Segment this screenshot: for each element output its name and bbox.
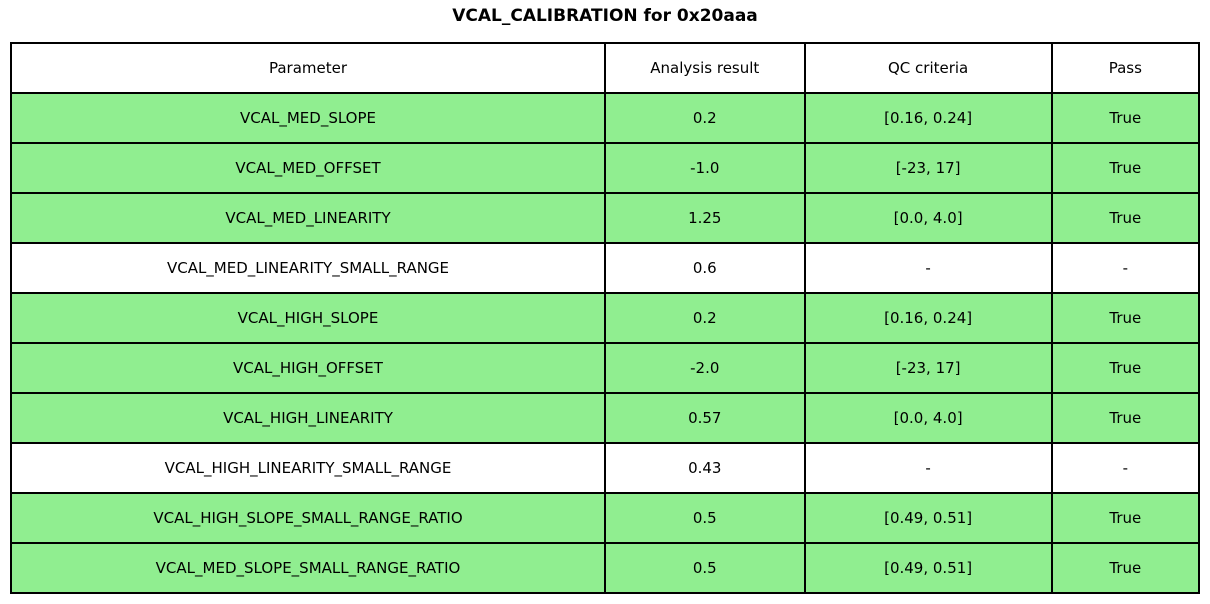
param-cell: VCAL_HIGH_SLOPE_SMALL_RANGE_RATIO: [10, 492, 606, 544]
param-cell: VCAL_HIGH_LINEARITY_SMALL_RANGE: [10, 442, 606, 494]
result-cell: -2.0: [604, 342, 806, 394]
pass-cell: True: [1050, 292, 1201, 344]
pass-cell: True: [1050, 342, 1201, 394]
result-cell: 0.6: [604, 242, 806, 294]
qc-cell: [0.16, 0.24]: [803, 92, 1053, 144]
table-row: VCAL_HIGH_OFFSET -2.0 [-23, 17] True: [10, 342, 1201, 394]
pass-cell: -: [1050, 442, 1201, 494]
result-cell: 0.43: [604, 442, 806, 494]
param-cell: VCAL_MED_LINEARITY_SMALL_RANGE: [10, 242, 606, 294]
qc-results-table: Parameter Analysis result QC criteria Pa…: [10, 42, 1201, 594]
table-row: VCAL_MED_LINEARITY 1.25 [0.0, 4.0] True: [10, 192, 1201, 244]
param-cell: VCAL_HIGH_SLOPE: [10, 292, 606, 344]
column-header-qc-criteria: QC criteria: [803, 42, 1053, 94]
table-body: VCAL_MED_SLOPE 0.2 [0.16, 0.24] True VCAL_ME…: [10, 92, 1201, 594]
qc-cell: [0.49, 0.51]: [803, 542, 1053, 594]
result-cell: 0.5: [604, 542, 806, 594]
header-row: Parameter Analysis result QC criteria Pa…: [10, 42, 1201, 94]
pass-cell: -: [1050, 242, 1201, 294]
pass-cell: True: [1050, 492, 1201, 544]
pass-cell: True: [1050, 392, 1201, 444]
table-row: VCAL_HIGH_LINEARITY 0.57 [0.0, 4.0] True: [10, 392, 1201, 444]
result-cell: 1.25: [604, 192, 806, 244]
table-row: VCAL_HIGH_SLOPE 0.2 [0.16, 0.24] True: [10, 292, 1201, 344]
column-header-pass: Pass: [1050, 42, 1201, 94]
qc-cell: [0.0, 4.0]: [803, 392, 1053, 444]
pass-cell: True: [1050, 142, 1201, 194]
qc-cell: [0.16, 0.24]: [803, 292, 1053, 344]
table-row: VCAL_HIGH_SLOPE_SMALL_RANGE_RATIO 0.5 [0.4…: [10, 492, 1201, 544]
pass-cell: True: [1050, 192, 1201, 244]
pass-cell: True: [1050, 92, 1201, 144]
qc-cell: [0.49, 0.51]: [803, 492, 1053, 544]
param-cell: VCAL_MED_SLOPE_SMALL_RANGE_RATIO: [10, 542, 606, 594]
param-cell: VCAL_MED_SLOPE: [10, 92, 606, 144]
param-cell: VCAL_MED_LINEARITY: [10, 192, 606, 244]
result-cell: 0.2: [604, 292, 806, 344]
table-row: VCAL_HIGH_LINEARITY_SMALL_RANGE 0.43- -: [10, 442, 1201, 494]
result-cell: 0.57: [604, 392, 806, 444]
qc-cell: [-23, 17]: [803, 142, 1053, 194]
qc-cell: -: [803, 442, 1053, 494]
result-cell: 0.5: [604, 492, 806, 544]
table-row: VCAL_MED_SLOPE 0.2 [0.16, 0.24] True: [10, 92, 1201, 144]
param-cell: VCAL_HIGH_LINEARITY: [10, 392, 606, 444]
qc-cell: [0.0, 4.0]: [803, 192, 1053, 244]
page-title: VCAL_CALIBRATION for 0x20aaa: [452, 6, 758, 26]
table-row: VCAL_MED_SLOPE_SMALL_RANGE_RATIO 0.5 [0.49…: [10, 542, 1201, 594]
table-row: VCAL_MED_LINEARITY_SMALL_RANGE 0.6- -: [10, 242, 1201, 294]
table-row: VCAL_MED_OFFSET -1.0 [-23, 17] True: [10, 142, 1201, 194]
qc-cell: -: [803, 242, 1053, 294]
qc-cell: [-23, 17]: [803, 342, 1053, 394]
column-header-analysis-result: Analysis result: [604, 42, 806, 94]
result-cell: -1.0: [604, 142, 806, 194]
column-header-parameter: Parameter: [10, 42, 606, 94]
param-cell: VCAL_MED_OFFSET: [10, 142, 606, 194]
result-cell: 0.2: [604, 92, 806, 144]
pass-cell: True: [1050, 542, 1201, 594]
param-cell: VCAL_HIGH_OFFSET: [10, 342, 606, 394]
